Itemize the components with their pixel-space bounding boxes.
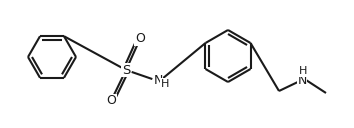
- Text: N: N: [297, 73, 307, 87]
- Text: S: S: [122, 63, 130, 77]
- Text: H: H: [299, 66, 307, 76]
- Text: N: N: [153, 74, 163, 88]
- Text: O: O: [135, 33, 145, 45]
- Text: O: O: [106, 94, 116, 108]
- Text: H: H: [161, 79, 169, 89]
